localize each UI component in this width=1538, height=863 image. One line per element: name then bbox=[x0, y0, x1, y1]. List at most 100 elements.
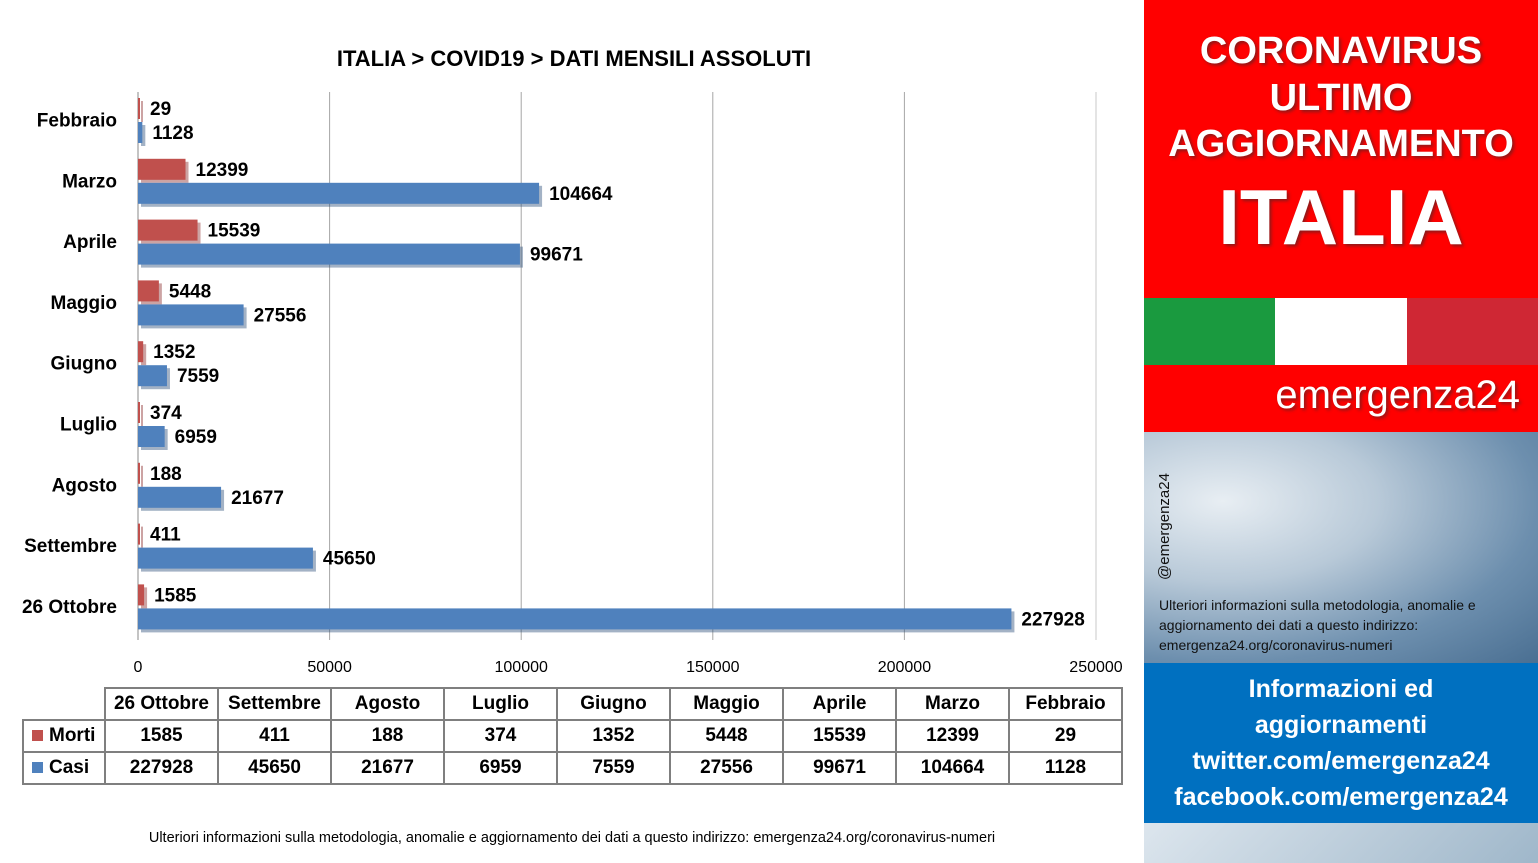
bar-shadow bbox=[141, 344, 147, 366]
country-title: ITALIA bbox=[1218, 173, 1464, 261]
bar-morti bbox=[138, 584, 145, 606]
side-panel: CORONAVIRUS ULTIMO AGGIORNAMENTO ITALIA … bbox=[1144, 0, 1538, 863]
x-tick-label: 0 bbox=[134, 659, 143, 676]
x-tick-label: 200000 bbox=[878, 659, 931, 676]
legend-label: Morti bbox=[49, 725, 96, 746]
data-label: 1585 bbox=[154, 585, 197, 606]
social-handle: @emergenza24 bbox=[1156, 473, 1173, 580]
side-note: Ulteriori informazioni sulla metodologia… bbox=[1159, 597, 1476, 653]
bar-shadow bbox=[141, 405, 143, 426]
x-tick-label: 150000 bbox=[686, 659, 739, 676]
data-label: 188 bbox=[150, 464, 182, 485]
category-label: 26 Ottobre bbox=[22, 597, 117, 618]
table-cell: 227928 bbox=[104, 751, 219, 785]
twitter-link[interactable]: twitter.com/emergenza24 bbox=[1192, 747, 1490, 775]
data-label: 227928 bbox=[1021, 609, 1084, 630]
data-label: 1352 bbox=[153, 342, 195, 363]
data-label: 15539 bbox=[208, 221, 261, 242]
bar-chart: ITALIA > COVID19 > DATI MENSILI ASSOLUTI… bbox=[22, 46, 1123, 676]
table-header: Marzo bbox=[895, 687, 1010, 721]
bar-casi bbox=[138, 122, 143, 143]
table-header: Maggio bbox=[669, 687, 784, 721]
table-cell: 374 bbox=[443, 719, 558, 753]
brand-bar: emergenza24 bbox=[1144, 365, 1538, 432]
flag-stripe-red bbox=[1406, 298, 1538, 365]
table-cell: 1128 bbox=[1008, 751, 1123, 785]
table-cell: 15539 bbox=[782, 719, 897, 753]
table-header: Settembre bbox=[217, 687, 332, 721]
headline-line-2: ULTIMO bbox=[1269, 77, 1413, 119]
bar-casi bbox=[138, 486, 222, 508]
brand-name: emergenza24 bbox=[1275, 373, 1520, 417]
data-label: 5448 bbox=[169, 281, 211, 302]
legend-label: Casi bbox=[49, 757, 90, 778]
data-label: 29 bbox=[150, 99, 171, 120]
casi-swatch bbox=[32, 762, 43, 774]
data-label: 104664 bbox=[549, 184, 613, 205]
legend-casi: Casi bbox=[22, 751, 106, 785]
table-header-row: 26 Ottobre Settembre Agosto Luglio Giugn… bbox=[23, 687, 1123, 721]
legend-morti: Morti bbox=[22, 719, 106, 753]
table-cell: 7559 bbox=[556, 751, 671, 785]
bar-shadow bbox=[141, 465, 143, 487]
flag-stripe-white bbox=[1275, 298, 1407, 365]
data-label: 99671 bbox=[530, 245, 583, 266]
background-photo bbox=[1144, 432, 1538, 663]
bar-casi bbox=[138, 182, 540, 204]
bars bbox=[138, 98, 1015, 633]
info-box: Informazioni ed aggiornamenti twitter.co… bbox=[1144, 663, 1538, 823]
bar-casi bbox=[138, 608, 1012, 630]
category-label: Marzo bbox=[62, 171, 117, 192]
info-line-2: aggiornamenti bbox=[1254, 711, 1428, 739]
bar-casi bbox=[138, 304, 244, 326]
category-label: Aprile bbox=[63, 232, 117, 253]
table-cell: 21677 bbox=[330, 751, 445, 785]
category-label: Febbraio bbox=[37, 111, 117, 132]
table-header: Luglio bbox=[443, 687, 558, 721]
flag-stripe-green bbox=[1144, 298, 1276, 365]
table-row-casi: Casi 227928 45650 21677 6959 7559 27556 … bbox=[22, 751, 1123, 785]
table-cell: 12399 bbox=[895, 719, 1010, 753]
table-header: Agosto bbox=[330, 687, 445, 721]
chart-area: ITALIA > COVID19 > DATI MENSILI ASSOLUTI… bbox=[21, 46, 1123, 846]
data-table: 26 Ottobre Settembre Agosto Luglio Giugn… bbox=[22, 687, 1123, 785]
category-label: Agosto bbox=[52, 475, 117, 496]
headline-line-3: AGGIORNAMENTO bbox=[1168, 123, 1514, 165]
x-tick-label: 250000 bbox=[1069, 659, 1122, 676]
table-header: Giugno bbox=[556, 687, 671, 721]
table-header: 26 Ottobre bbox=[104, 687, 219, 721]
bar-morti bbox=[138, 219, 198, 241]
data-label: 21677 bbox=[231, 488, 284, 509]
data-label: 12399 bbox=[196, 160, 249, 181]
bar-morti bbox=[138, 402, 140, 423]
data-label: 27556 bbox=[254, 305, 307, 326]
table-cell: 45650 bbox=[217, 751, 332, 785]
table-cell: 1585 bbox=[104, 719, 219, 753]
bar-morti bbox=[138, 341, 144, 363]
data-label: 45650 bbox=[323, 549, 376, 570]
bar-casi bbox=[138, 243, 520, 265]
table-cell: 5448 bbox=[669, 719, 784, 753]
bar-casi bbox=[138, 547, 313, 569]
category-label: Luglio bbox=[60, 415, 117, 436]
x-tick-label: 100000 bbox=[495, 659, 548, 676]
data-label: 374 bbox=[150, 403, 182, 424]
table-row-morti: Morti 1585 411 188 374 1352 5448 15539 1… bbox=[22, 719, 1123, 753]
data-label: 6959 bbox=[175, 427, 217, 448]
category-label: Maggio bbox=[51, 293, 118, 314]
table-cell: 411 bbox=[217, 719, 332, 753]
bar-casi bbox=[138, 365, 167, 387]
facebook-link[interactable]: facebook.com/emergenza24 bbox=[1174, 783, 1508, 811]
data-label: 7559 bbox=[177, 366, 219, 387]
x-tick-label: 50000 bbox=[307, 659, 352, 676]
bar-morti bbox=[138, 98, 140, 119]
bar-shadow bbox=[141, 101, 143, 122]
table-corner bbox=[23, 688, 106, 721]
headline-box: CORONAVIRUS ULTIMO AGGIORNAMENTO ITALIA bbox=[1144, 0, 1538, 298]
category-label: Settembre bbox=[24, 536, 117, 557]
footnote: Ulteriori informazioni sulla metodologia… bbox=[148, 830, 996, 846]
morti-swatch bbox=[32, 730, 43, 742]
table-cell: 29 bbox=[1008, 719, 1123, 753]
data-label: 1128 bbox=[152, 123, 193, 144]
table-cell: 188 bbox=[330, 719, 445, 753]
